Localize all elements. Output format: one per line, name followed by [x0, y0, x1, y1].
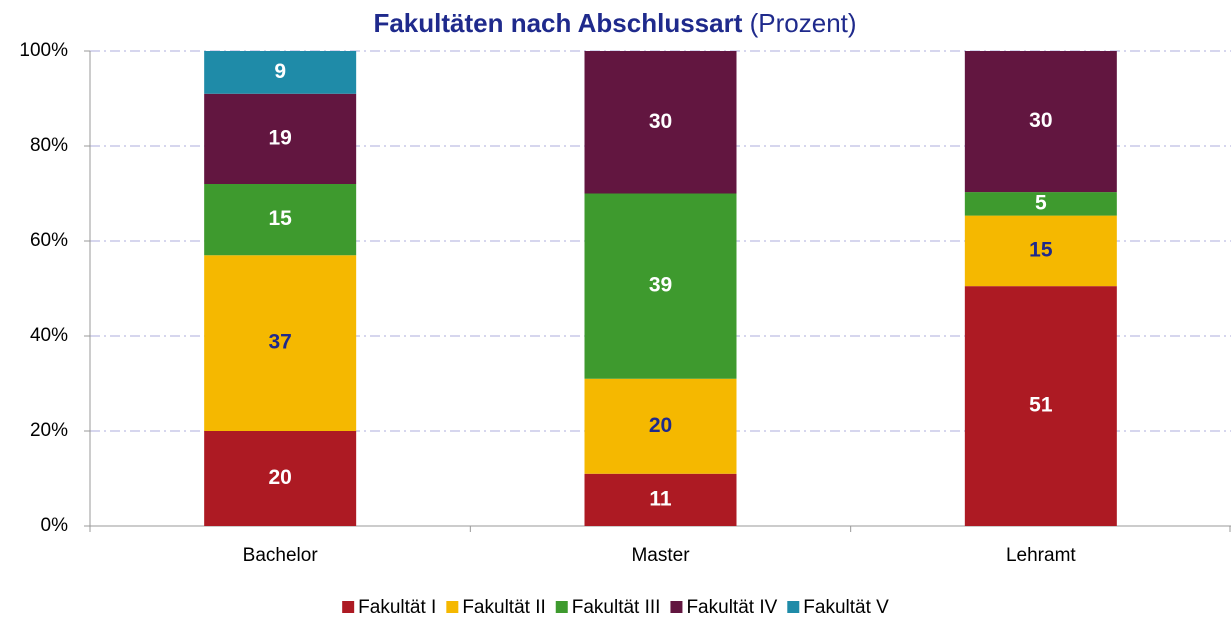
legend-label: Fakultät IV	[686, 597, 777, 618]
bar-segment	[204, 255, 357, 431]
chart-title: Fakultäten nach Abschlussart (Prozent)	[373, 8, 856, 38]
bar-segment	[584, 51, 737, 194]
bar-segment	[204, 51, 357, 94]
bar-segment	[204, 431, 357, 526]
x-tick-label: Master	[631, 545, 690, 566]
bar-segment	[584, 473, 737, 526]
data-label: 11	[649, 487, 672, 510]
legend-swatch	[670, 601, 683, 613]
bar-segment	[964, 286, 1117, 526]
subtitle: (Prozent)	[750, 8, 857, 38]
bar-segment	[584, 193, 737, 379]
legend-label: Fakultät I	[358, 597, 436, 618]
legend-swatch	[446, 601, 459, 613]
title: Fakultäten nach Abschlussart	[373, 8, 742, 38]
bar-segment	[584, 378, 737, 474]
y-tick-label: 0%	[41, 515, 69, 536]
y-tick-label: 60%	[30, 230, 68, 251]
bar-segment	[964, 51, 1117, 193]
data-label: 51	[1029, 394, 1053, 417]
data-label: 39	[649, 274, 672, 297]
data-label: 20	[649, 414, 672, 437]
data-label: 37	[268, 331, 291, 354]
x-tick-label: Lehramt	[1006, 545, 1076, 566]
y-tick-label: 40%	[30, 325, 68, 346]
y-tick-label: 80%	[30, 135, 68, 156]
data-label: 5	[1035, 191, 1047, 214]
data-label: 20	[268, 466, 291, 489]
data-label: 15	[268, 207, 292, 230]
data-label: 9	[274, 60, 286, 83]
legend-swatch	[342, 601, 355, 613]
x-tick-label: Bachelor	[243, 545, 319, 566]
bar-segment	[204, 184, 357, 256]
legend-label: Fakultät III	[572, 597, 661, 618]
legend-label: Fakultät II	[462, 597, 545, 618]
data-label: 15	[1029, 238, 1053, 261]
y-tick-label: 20%	[30, 420, 68, 441]
data-label: 30	[1029, 109, 1052, 132]
data-label: 19	[268, 126, 291, 149]
bar-segment	[964, 192, 1117, 216]
legend-swatch	[787, 601, 800, 613]
data-label: 30	[649, 110, 672, 133]
legend-swatch	[555, 601, 568, 613]
bar-segment	[204, 93, 357, 184]
legend-label: Fakultät V	[803, 597, 889, 618]
bar-segment	[964, 215, 1117, 287]
y-tick-label: 100%	[19, 40, 68, 61]
